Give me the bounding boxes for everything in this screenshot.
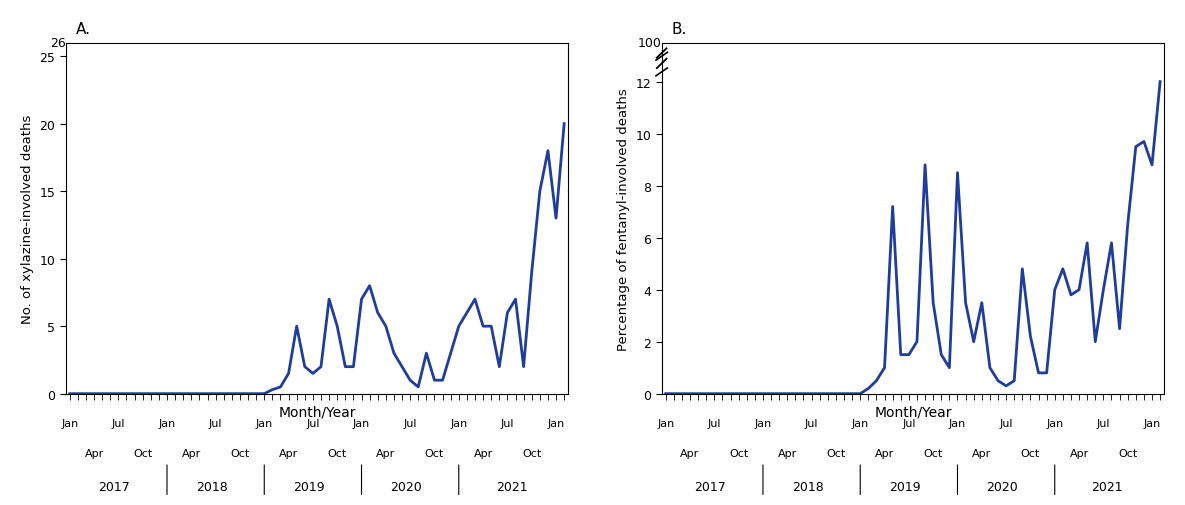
Y-axis label: No. of xylazine-involved deaths: No. of xylazine-involved deaths	[21, 114, 34, 323]
Text: 2018: 2018	[792, 480, 824, 493]
Text: B.: B.	[672, 22, 687, 36]
Text: Jul: Jul	[1096, 419, 1110, 428]
Text: Apr: Apr	[376, 448, 396, 458]
Text: Jan: Jan	[1046, 419, 1063, 428]
Text: Jul: Jul	[306, 419, 320, 428]
Text: Jan: Jan	[656, 419, 674, 428]
Text: 2020: 2020	[390, 480, 422, 493]
Text: Apr: Apr	[972, 448, 992, 458]
Text: Jul: Jul	[403, 419, 417, 428]
Text: Jan: Jan	[450, 419, 467, 428]
Text: Jul: Jul	[500, 419, 514, 428]
Text: 2019: 2019	[293, 480, 325, 493]
Text: Oct: Oct	[230, 448, 250, 458]
Text: Apr: Apr	[1069, 448, 1089, 458]
Text: Apr: Apr	[474, 448, 493, 458]
X-axis label: Month/Year: Month/Year	[875, 405, 952, 419]
Text: Oct: Oct	[523, 448, 542, 458]
Text: Jul: Jul	[805, 419, 819, 428]
Text: 2019: 2019	[889, 480, 921, 493]
Text: 2020: 2020	[986, 480, 1018, 493]
Text: 2018: 2018	[196, 480, 228, 493]
Text: Jan: Jan	[755, 419, 771, 428]
Text: Apr: Apr	[84, 448, 103, 458]
Text: 2017: 2017	[98, 480, 130, 493]
Text: Oct: Oct	[826, 448, 846, 458]
Text: Oct: Oct	[1020, 448, 1040, 458]
Text: Jan: Jan	[62, 419, 78, 428]
Text: Jul: Jul	[111, 419, 126, 428]
Text: Oct: Oct	[327, 448, 347, 458]
Text: Apr: Apr	[278, 448, 299, 458]
Text: Oct: Oct	[425, 448, 444, 458]
Text: Jul: Jul	[707, 419, 722, 428]
Text: 100: 100	[638, 37, 661, 50]
Text: Jan: Jan	[949, 419, 966, 428]
Text: Jul: Jul	[209, 419, 223, 428]
Text: 2017: 2017	[694, 480, 726, 493]
Text: Apr: Apr	[777, 448, 796, 458]
Text: Jul: Jul	[999, 419, 1013, 428]
Text: Jan: Jan	[547, 419, 565, 428]
Text: Jan: Jan	[353, 419, 370, 428]
Text: Apr: Apr	[875, 448, 895, 458]
Text: 26: 26	[50, 37, 65, 50]
Text: Oct: Oct	[133, 448, 153, 458]
Text: 2021: 2021	[1091, 480, 1123, 493]
Y-axis label: Percentage of fentanyl-involved deaths: Percentage of fentanyl-involved deaths	[617, 87, 629, 350]
Text: Apr: Apr	[181, 448, 201, 458]
Text: Jan: Jan	[1144, 419, 1160, 428]
Text: A.: A.	[76, 22, 91, 36]
Text: Apr: Apr	[680, 448, 699, 458]
X-axis label: Month/Year: Month/Year	[278, 405, 356, 419]
Text: Jan: Jan	[159, 419, 175, 428]
Text: Jan: Jan	[256, 419, 273, 428]
Text: Jul: Jul	[902, 419, 916, 428]
Text: 2021: 2021	[495, 480, 527, 493]
Text: Oct: Oct	[923, 448, 943, 458]
Text: Jan: Jan	[852, 419, 869, 428]
Text: Oct: Oct	[729, 448, 748, 458]
Text: Oct: Oct	[1119, 448, 1138, 458]
